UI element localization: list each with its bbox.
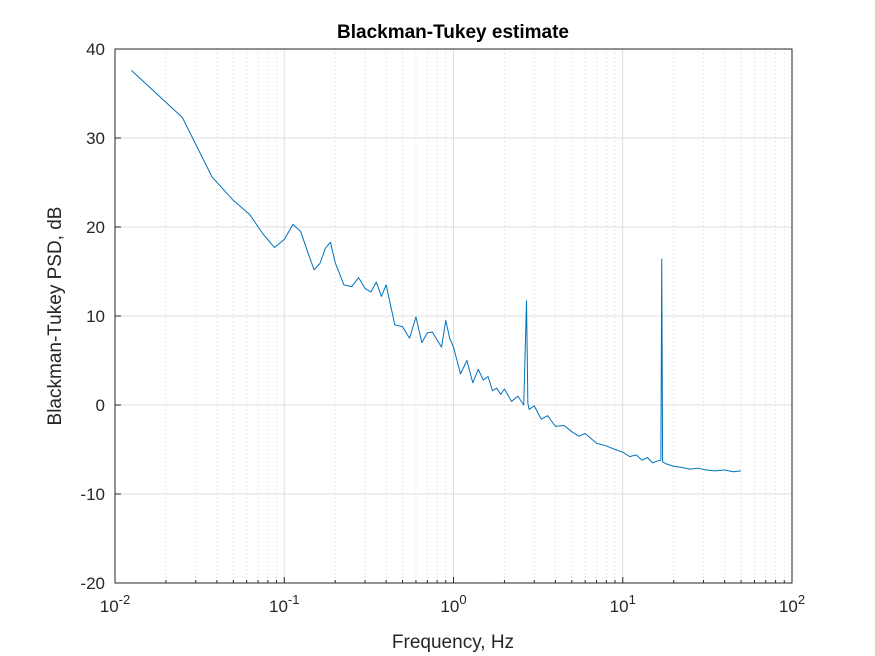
x-tick-label: 101: [610, 592, 636, 616]
y-tick-label: 40: [86, 40, 105, 59]
plot-area: 10-2 10-1 100 101 102 -20 -10 0 10 20 30 40: [80, 40, 805, 616]
x-tick-labels: 10-2 10-1 100 101 102: [100, 592, 805, 616]
x-tick-label: 100: [440, 592, 466, 616]
psd-series-line: [131, 69, 742, 473]
y-tick-label: 20: [86, 218, 105, 237]
y-tick-labels: -20 -10 0 10 20 30 40: [80, 40, 105, 593]
y-tick-label: 30: [86, 129, 105, 148]
y-tick-label: -20: [80, 574, 105, 593]
y-tick-label: 10: [86, 307, 105, 326]
x-tick-label: 102: [779, 592, 805, 616]
x-axis-label: Frequency, Hz: [392, 632, 514, 653]
series-layer: [131, 69, 742, 473]
y-tick-label: -10: [80, 485, 105, 504]
y-tick-label: 0: [96, 396, 105, 415]
tick-marks: [114, 48, 793, 584]
y-axis-label: Blackman-Tukey PSD, dB: [45, 207, 66, 426]
x-tick-label: 10-2: [100, 592, 130, 616]
x-tick-label: 10-1: [269, 592, 299, 616]
chart-title: Blackman-Tukey estimate: [337, 22, 569, 43]
